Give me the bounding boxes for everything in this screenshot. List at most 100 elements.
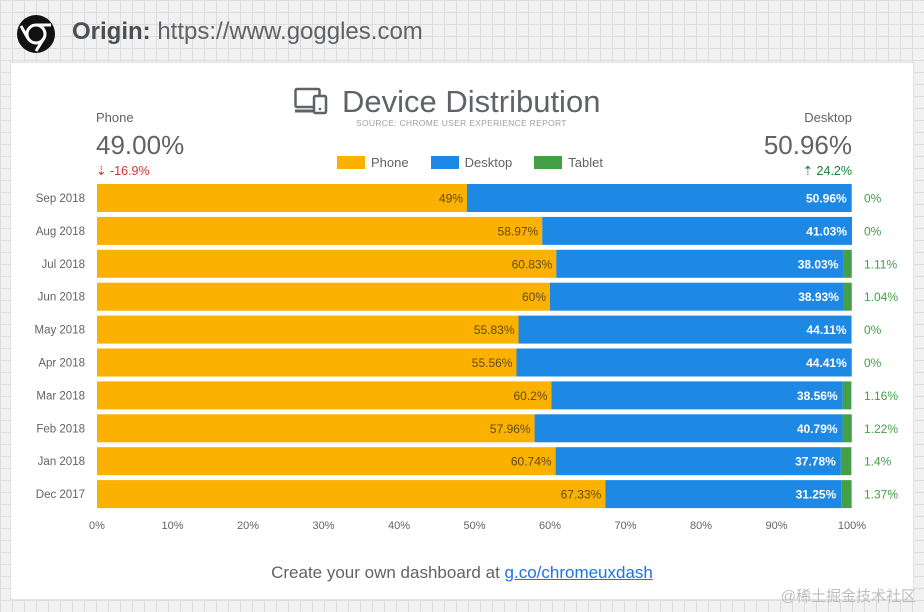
- desktop-summary-label: Desktop: [804, 110, 852, 125]
- tablet-value-label: 0%: [864, 323, 882, 337]
- bar-tablet: [842, 381, 852, 410]
- tablet-value-label: 1.22%: [864, 422, 898, 436]
- phone-summary-value: 49.00%: [96, 130, 185, 160]
- desktop-value-label: 38.03%: [798, 257, 839, 271]
- tablet-value-label: 1.4%: [864, 455, 892, 469]
- legend-item-desktop[interactable]: Desktop: [430, 154, 513, 170]
- bar-phone: [97, 480, 606, 509]
- chart-subtitle: SOURCE: CHROME USER EXPERIENCE REPORT: [356, 118, 567, 128]
- tablet-value-label: 0%: [864, 356, 882, 370]
- watermark: @稀土掘金技术社区: [780, 588, 916, 605]
- bar-phone: [97, 282, 550, 311]
- legend-item-phone[interactable]: Phone: [337, 155, 409, 170]
- bar-phone: [97, 381, 552, 410]
- bar-tablet: [843, 282, 852, 311]
- desktop-value-label: 37.78%: [795, 455, 836, 469]
- bar-desktop: [534, 414, 843, 443]
- chart-legend: Phone Desktop Tablet: [337, 152, 625, 172]
- tablet-value-label: 1.16%: [864, 389, 898, 403]
- legend-label-phone: Phone: [371, 154, 409, 170]
- devices-icon: [294, 87, 328, 115]
- phone-value-label: 57.96%: [490, 422, 531, 436]
- phone-summary-label: Phone: [96, 110, 134, 125]
- phone-value-label: 55.56%: [472, 356, 513, 370]
- phone-value-label: 60%: [522, 290, 546, 304]
- x-tick-label: 100%: [838, 520, 866, 532]
- chart-header: Device Distribution SOURCE: CHROME USER …: [294, 84, 634, 134]
- legend-label-desktop: Desktop: [464, 154, 513, 170]
- bar-tablet: [843, 249, 852, 278]
- phone-value-label: 49%: [439, 192, 463, 206]
- x-tick-label: 70%: [614, 520, 636, 532]
- bar-desktop: [518, 315, 852, 344]
- category-label: Jan 2018: [38, 456, 85, 468]
- desktop-value-label: 41.03%: [806, 224, 847, 238]
- legend-swatch-phone: [337, 155, 365, 169]
- phone-value-label: 58.97%: [498, 224, 539, 238]
- bar-tablet: [842, 414, 852, 443]
- x-tick-label: 30%: [312, 520, 334, 532]
- desktop-value-label: 50.96%: [806, 192, 847, 206]
- desktop-value-label: 44.11%: [807, 323, 847, 337]
- up-arrow-icon: ⇡: [802, 164, 814, 178]
- footer-text: Create your own dashboard at: [271, 563, 505, 582]
- x-tick-label: 80%: [690, 520, 712, 532]
- chart-title: Device Distribution: [342, 84, 601, 119]
- category-label: Dec 2017: [36, 489, 85, 501]
- origin-text: Origin: https://www.goggles.com: [72, 18, 423, 46]
- origin-url[interactable]: https://www.goggles.com: [157, 18, 423, 45]
- x-tick-label: 10%: [161, 520, 183, 532]
- tablet-value-label: 0%: [864, 224, 882, 238]
- phone-value-label: 67.33%: [561, 488, 602, 502]
- x-tick-label: 20%: [237, 520, 259, 532]
- dashboard-link[interactable]: g.co/chromeuxdash: [504, 563, 653, 582]
- bar-desktop: [550, 282, 844, 311]
- bar-tablet: [841, 480, 852, 509]
- legend-swatch-desktop: [430, 155, 459, 169]
- bar-phone: [97, 216, 543, 245]
- legend-item-tablet[interactable]: Tablet: [534, 155, 603, 170]
- x-tick-label: 90%: [765, 520, 787, 532]
- down-arrow-icon: ⇣: [96, 164, 107, 178]
- x-tick-label: 0%: [89, 520, 105, 532]
- category-label: Mar 2018: [36, 390, 85, 402]
- origin-label: Origin:: [72, 18, 151, 45]
- desktop-summary-value: 50.96%: [763, 130, 852, 160]
- phone-value-label: 55.83%: [474, 323, 515, 337]
- bar-desktop: [516, 348, 852, 377]
- bar-desktop: [556, 249, 844, 278]
- desktop-value-label: 44.41%: [806, 356, 847, 370]
- x-tick-label: 50%: [463, 520, 485, 532]
- category-label: Jun 2018: [38, 292, 85, 304]
- bar-desktop: [555, 447, 841, 476]
- bar-desktop: [542, 216, 852, 245]
- tablet-value-label: 1.11%: [864, 257, 897, 271]
- bar-desktop: [466, 184, 852, 212]
- tablet-value-label: 0%: [864, 192, 882, 206]
- phone-value-label: 60.83%: [512, 257, 553, 271]
- category-label: May 2018: [34, 325, 85, 337]
- chrome-logo-icon: [17, 15, 55, 53]
- bar-phone: [97, 315, 519, 344]
- x-tick-label: 60%: [539, 520, 561, 532]
- top-bar: Origin: https://www.goggles.com: [0, 0, 924, 62]
- tablet-value-label: 1.37%: [864, 488, 898, 502]
- phone-value-label: 60.74%: [511, 455, 552, 469]
- stacked-bar-chart: Sep 2018 49% 50.96% 0% Aug 2018 58.97% 41.03% 0…: [34, 184, 898, 532]
- desktop-value-label: 38.93%: [798, 290, 839, 304]
- desktop-value-label: 31.25%: [796, 488, 837, 502]
- phone-summary-delta: ⇣ -16.9%: [96, 163, 150, 178]
- desktop-delta-text: 24.2%: [816, 164, 852, 178]
- bar-phone: [97, 447, 556, 476]
- desktop-value-label: 40.79%: [797, 422, 838, 436]
- bar-phone: [97, 414, 535, 443]
- bar-tablet: [840, 447, 852, 476]
- bar-phone: [97, 348, 517, 377]
- category-label: Jul 2018: [42, 259, 85, 271]
- category-label: Sep 2018: [36, 193, 85, 205]
- tablet-value-label: 1.04%: [864, 290, 898, 304]
- phone-value-label: 60.2%: [513, 389, 547, 403]
- phone-delta-text: -16.9%: [109, 164, 150, 178]
- desktop-value-label: 38.56%: [797, 389, 838, 403]
- category-label: Aug 2018: [36, 226, 85, 238]
